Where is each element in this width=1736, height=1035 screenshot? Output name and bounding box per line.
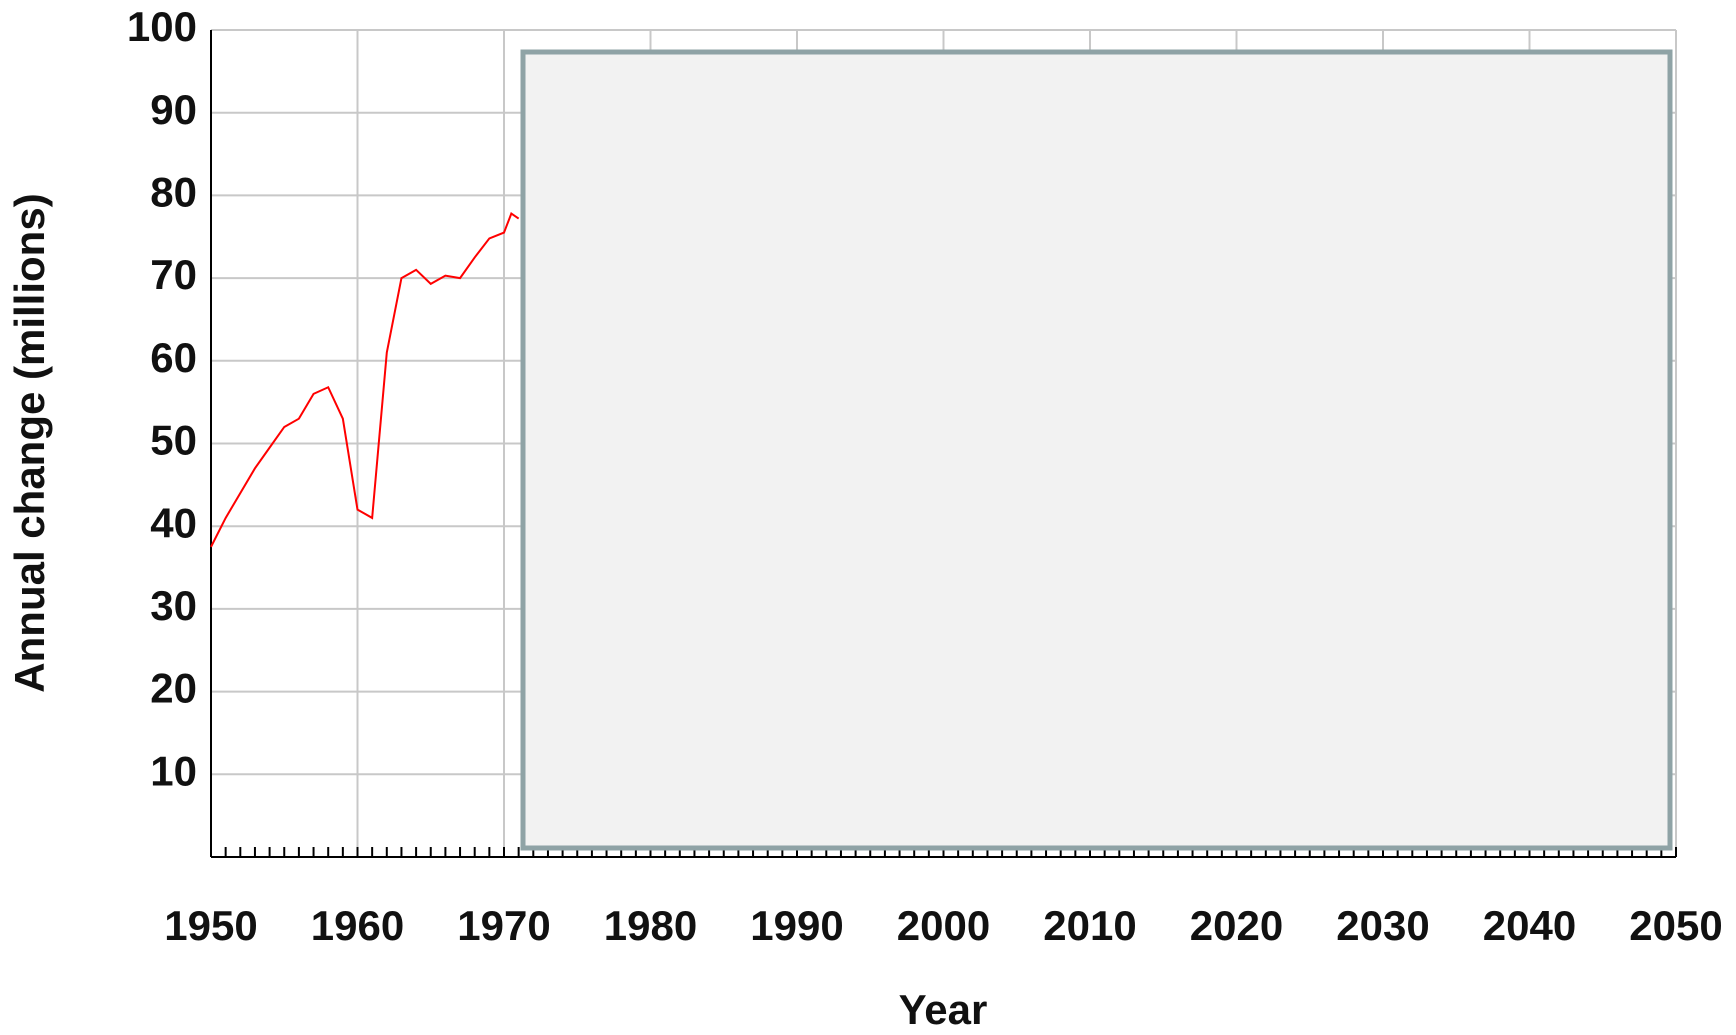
y-tick-label: 60 [150, 334, 197, 381]
y-tick-label: 50 [150, 417, 197, 464]
overlay-panel [520, 49, 1673, 851]
x-tick-label: 2010 [1043, 902, 1136, 949]
y-axis-label: Annual change (millions) [6, 193, 53, 692]
x-tick-label: 2040 [1483, 902, 1576, 949]
x-tick-label: 1950 [164, 902, 257, 949]
data-line [210, 212, 520, 548]
y-tick-label: 10 [150, 747, 197, 794]
y-tick-label: 40 [150, 499, 197, 546]
y-tick-label: 70 [150, 251, 197, 298]
y-tick-label: 100 [127, 3, 197, 50]
y-tick-label: 90 [150, 86, 197, 133]
x-tick-label: 2020 [1190, 902, 1283, 949]
x-axis-label: Year [899, 986, 988, 1030]
y-tick-label: 20 [150, 665, 197, 712]
x-tick-label: 1970 [457, 902, 550, 949]
y-tick-label: 80 [150, 168, 197, 215]
x-tick-label: 2000 [897, 902, 990, 949]
y-tick-label: 30 [150, 582, 197, 629]
x-tick-label: 1960 [311, 902, 404, 949]
x-tick-label: 2050 [1629, 902, 1722, 949]
x-tick-label: 1980 [604, 902, 697, 949]
x-tick-label: 1990 [750, 902, 843, 949]
x-tick-label: 2030 [1336, 902, 1429, 949]
